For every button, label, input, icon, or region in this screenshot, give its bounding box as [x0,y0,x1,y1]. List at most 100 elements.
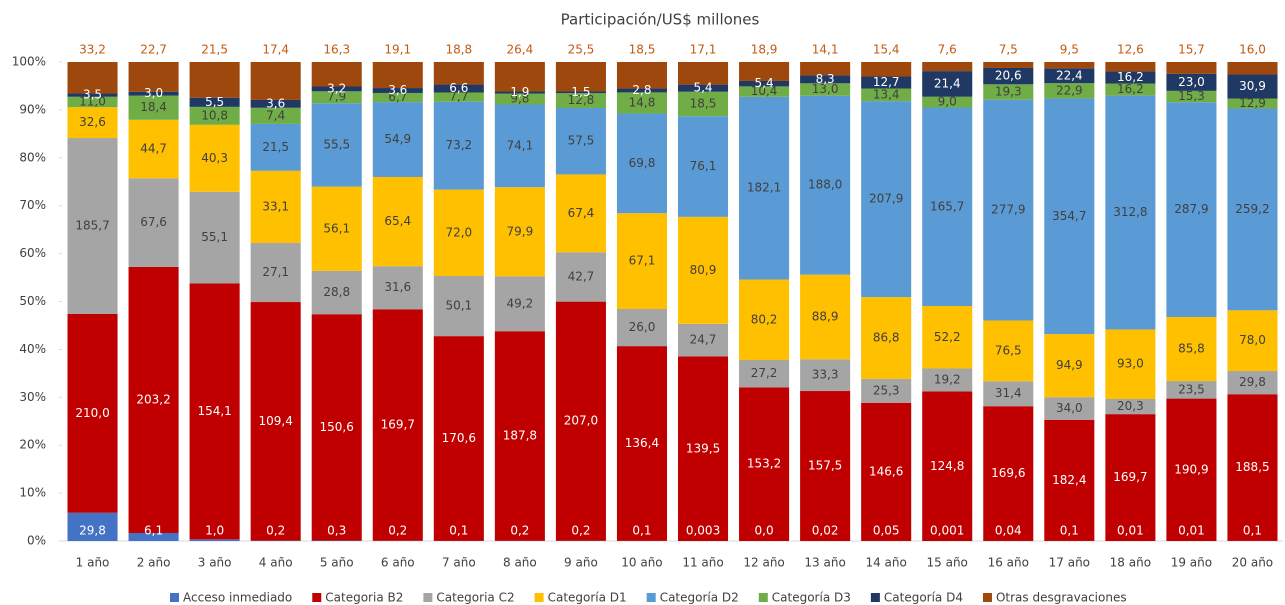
data-label: 69,8 [629,156,656,170]
data-label: 13,4 [873,87,900,101]
bar-segment [1227,74,1278,99]
data-label: 54,9 [384,132,411,146]
data-label: 18,8 [445,43,472,57]
data-label: 0,0 [755,524,774,538]
data-label: 185,7 [75,218,109,232]
data-label: 12,6 [1117,43,1144,57]
bar-segment [1166,62,1217,74]
bar-segment [616,113,668,214]
bar-segment [616,88,668,93]
y-tick-label: 50% [19,294,46,308]
bar-segment [128,91,179,96]
bar-segment [922,391,973,541]
data-label: 165,7 [930,199,964,213]
bar-segment [739,80,790,87]
data-label: 18,5 [629,43,656,57]
data-label: 56,1 [323,221,350,235]
data-label: 85,8 [1178,342,1205,356]
bar-segment [616,92,668,114]
data-label: 12,7 [873,75,900,89]
bar-segment [739,359,790,388]
x-tick-label: 18 año [1110,556,1151,570]
data-label: 203,2 [136,392,170,406]
bar-segment [128,119,179,179]
bar-segment [616,308,668,347]
data-label: 55,5 [323,137,350,151]
data-label: 18,4 [140,100,167,114]
bar-segment [739,86,790,97]
bar-segment [739,62,790,81]
data-label: 29,8 [79,524,106,538]
x-tick-label: 20 año [1232,556,1273,570]
data-label: 210,0 [75,406,109,420]
data-label: 7,5 [999,43,1018,57]
bar-segment [922,305,973,369]
data-label: 1,5 [571,85,590,99]
bar-segment [494,91,545,94]
bar-segment [250,99,301,108]
data-label: 157,5 [808,459,842,473]
bar-segment [677,91,729,117]
bar-segment [1044,419,1095,541]
bar-segment [739,96,790,280]
bar-segment [983,67,1034,85]
data-label: 0,2 [266,524,285,538]
bar-segment [1227,371,1278,395]
data-label: 18,9 [751,43,778,57]
legend-label: Otras desgravaciones [996,591,1127,605]
bar-segment [1044,334,1095,398]
bar-segment [128,95,179,120]
data-label: 7,9 [327,90,346,104]
bar-segment [983,84,1034,100]
data-label: 88,9 [812,310,839,324]
data-label: 7,6 [938,43,957,57]
bar-segment [433,92,484,102]
data-label: 0,3 [327,524,346,538]
bar-segment [128,533,179,541]
data-label: 3,5 [83,88,102,102]
bar-segment [1044,83,1095,99]
bar-segment [1227,98,1278,109]
data-label: 67,4 [568,206,595,220]
data-label: 146,6 [869,464,903,478]
bar-segment [67,93,118,97]
bar-segment [861,76,912,89]
bar-segment [1105,329,1156,399]
bar-segment [372,88,423,93]
x-tick-label: 19 año [1171,556,1212,570]
data-label: 188,0 [808,178,842,192]
bar-segment [250,62,301,100]
bar-segment [128,178,179,267]
bar-segment [128,62,179,92]
legend-label: Categoría D4 [884,591,963,605]
data-label: 15,3 [1178,89,1205,103]
data-label: 29,8 [1239,375,1266,389]
bar-segment [616,213,668,309]
bar-segment [555,252,606,302]
bar-segment [555,62,606,92]
bar-segment [433,84,484,93]
bar-segment [861,378,912,403]
bar-segment [1044,68,1095,84]
x-tick-label: 16 año [988,556,1029,570]
data-label: 40,3 [201,151,228,165]
bar-segment [922,368,973,392]
data-label: 32,6 [79,115,106,129]
x-tick-label: 17 año [1049,556,1090,570]
bar-segment [494,187,545,277]
data-label: 3,6 [266,96,285,110]
data-label: 67,1 [629,254,656,268]
bar-segment [555,174,606,253]
legend-label: Categoría D2 [660,591,739,605]
legend-swatch [534,593,544,602]
legend-swatch [170,593,179,602]
bar-segment [1044,98,1095,335]
data-label: 34,0 [1056,401,1083,415]
data-label: 23,5 [1178,382,1205,396]
data-label: 86,8 [873,331,900,345]
data-label: 169,6 [991,466,1025,480]
data-label: 5,4 [693,81,712,95]
bar-segment [372,176,423,267]
data-label: 72,0 [445,225,472,239]
x-tick-label: 12 año [743,556,784,570]
